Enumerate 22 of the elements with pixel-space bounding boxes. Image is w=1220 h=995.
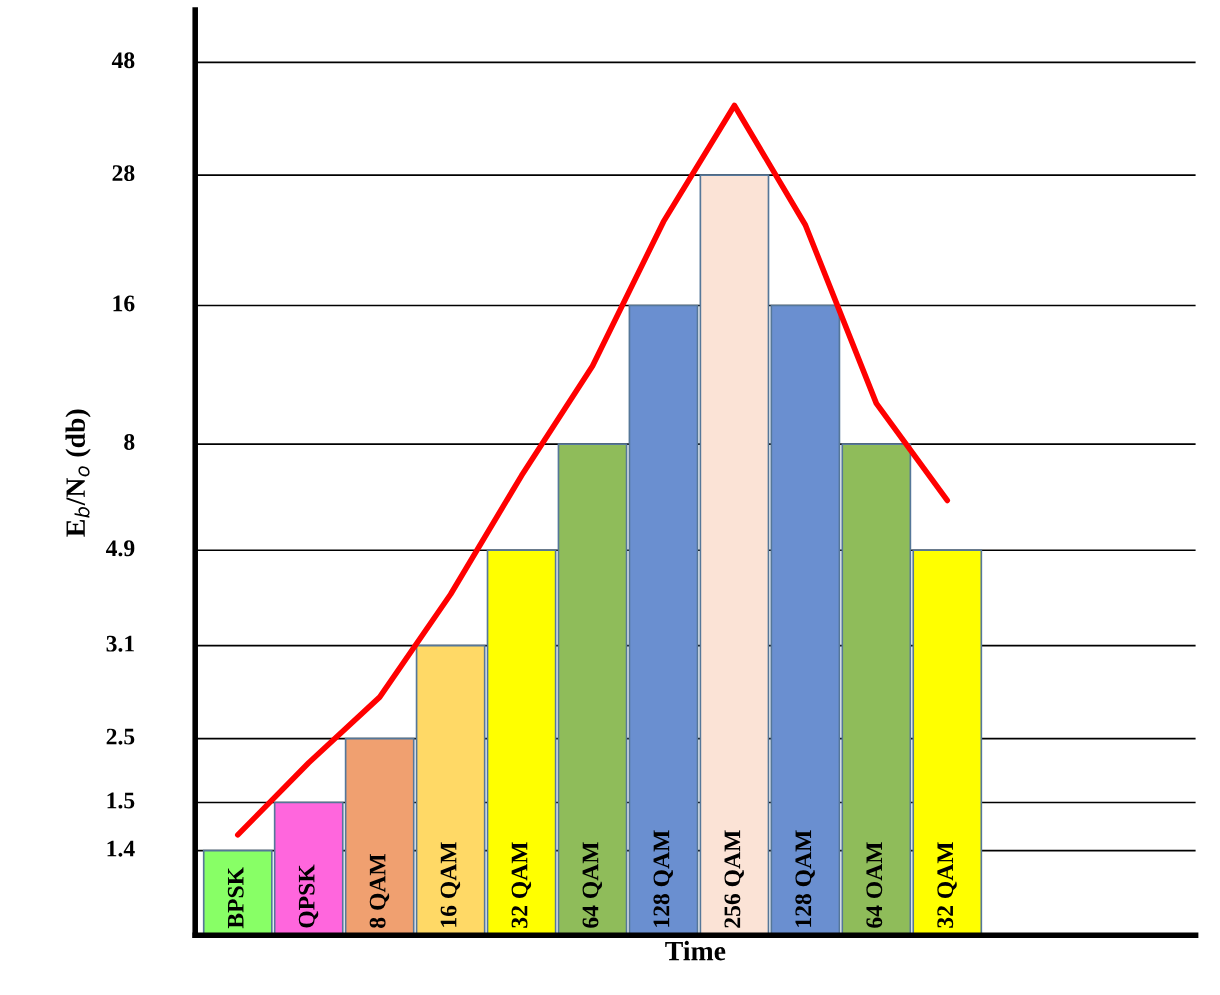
x-tick-label: 128 QAM [653, 830, 673, 927]
y-axis-title: E$_{b}$/N$_{o}$ (db) [65, 409, 91, 537]
x-tick-label: 8 QAM [369, 853, 390, 928]
x-tick-label: 32 QAM [937, 842, 957, 928]
text: 2.5 [106, 728, 135, 745]
text: 28 [112, 165, 135, 182]
x-tick-label: 64 QAM [582, 842, 603, 928]
x-axis-title: Time [665, 940, 726, 961]
text: 1.4 [107, 840, 135, 857]
text: 4.9 [105, 540, 135, 557]
x-tick-label: 32 QAM [511, 842, 532, 928]
x-tick-label: 256 QAM [724, 830, 744, 928]
x-tick-label: QPSK [298, 864, 319, 928]
x-tick-label: 64 OAM [866, 842, 883, 928]
text: 8 [124, 434, 135, 450]
x-tick-label: 16 QAM [440, 842, 461, 927]
x-tick-label: 128 QAM [795, 830, 815, 927]
text: 1.5 [107, 792, 135, 809]
text: 16 [113, 295, 135, 312]
text: 48 [111, 52, 135, 69]
x-tick-label: BPSK [227, 867, 244, 929]
text: 3.1 [106, 635, 134, 652]
